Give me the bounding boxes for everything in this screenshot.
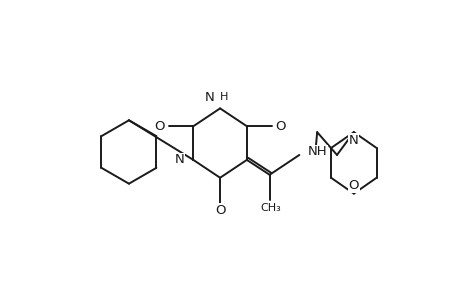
Text: N: N [204, 91, 214, 104]
Text: N: N [174, 153, 184, 167]
Text: N: N [348, 134, 358, 147]
Text: O: O [348, 179, 358, 192]
Text: O: O [274, 120, 285, 133]
Text: CH₃: CH₃ [260, 203, 280, 214]
Text: H: H [219, 92, 228, 103]
Text: O: O [214, 204, 225, 217]
Text: O: O [154, 120, 164, 133]
Text: NH: NH [307, 146, 326, 158]
